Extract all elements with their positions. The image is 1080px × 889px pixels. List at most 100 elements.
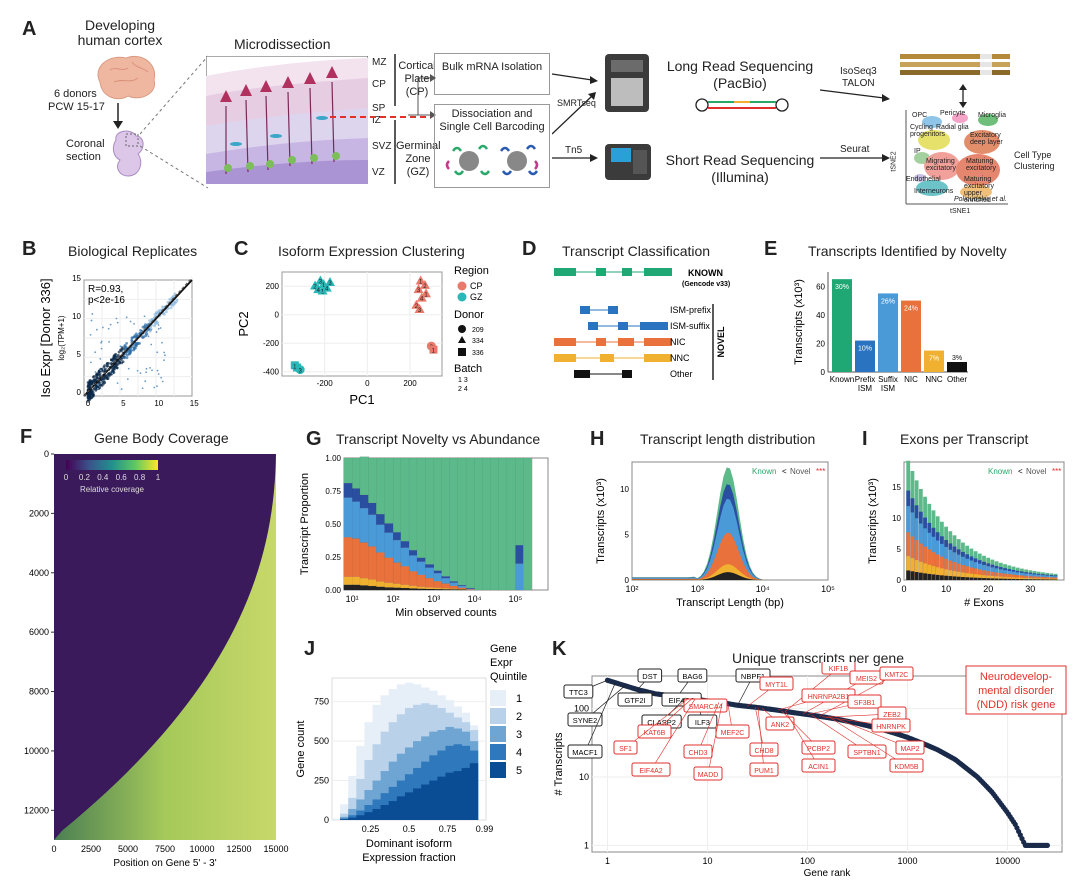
gene-label-box xyxy=(871,718,911,733)
point-batch-label: 1 xyxy=(424,292,428,298)
histogram-bar xyxy=(348,815,357,820)
cluster-maturing: Maturing excitatory xyxy=(966,158,996,172)
y-tick: 10000 xyxy=(24,746,49,756)
exon-block xyxy=(640,322,668,330)
gene-label-red: SF3B1 xyxy=(854,700,876,707)
gene-label-box xyxy=(895,740,925,755)
layer-iz: IZ xyxy=(372,115,381,126)
stacked-bar-segment xyxy=(441,578,451,584)
pacbio-read xyxy=(695,98,789,112)
legend-quintile: 2 xyxy=(516,711,522,723)
legend-swatch xyxy=(490,708,506,724)
exon-bar xyxy=(977,577,982,580)
exon-bar xyxy=(961,572,965,580)
gene-label-box xyxy=(801,758,836,773)
y-label: Transcripts (x10³) xyxy=(867,478,879,564)
illumina-machine xyxy=(605,144,651,180)
gene-label-red: SF1 xyxy=(619,746,632,753)
scatter-point xyxy=(90,381,94,385)
stacked-bar-segment xyxy=(408,549,419,556)
legend-lt: < xyxy=(1018,467,1023,476)
gene-leader-line xyxy=(697,702,720,753)
legend-swatch xyxy=(490,762,506,778)
stacked-bar-segment xyxy=(376,513,386,525)
stacked-bar-segment xyxy=(384,587,394,591)
gene-label-red: SMARCA4 xyxy=(689,704,723,711)
scatter-point xyxy=(157,327,160,330)
scatter-point xyxy=(125,316,128,319)
exon-bar xyxy=(1003,578,1007,580)
seq-arrows xyxy=(552,73,598,162)
point-batch-label: 1 xyxy=(322,283,326,289)
scatter-point xyxy=(90,391,94,395)
exon-bar xyxy=(1032,579,1037,580)
data-point xyxy=(414,304,425,314)
scatter-point xyxy=(92,379,96,383)
class-label: ISM-suffix xyxy=(670,321,710,331)
y-tick: 0 xyxy=(275,311,280,320)
scatter-point xyxy=(151,369,153,372)
stacked-bar-segment xyxy=(343,537,353,577)
scatter-point xyxy=(86,396,90,399)
seurat-label: Seurat xyxy=(840,144,870,155)
stacked-bar-segment xyxy=(425,457,435,565)
exon-bar xyxy=(918,543,923,580)
exon-bar xyxy=(977,574,982,580)
exon-bar xyxy=(906,570,911,580)
y-tick: 60 xyxy=(816,282,825,291)
x-label: Transcript Length (bp) xyxy=(676,597,784,609)
gene-label-box xyxy=(613,740,638,755)
exon-bar xyxy=(935,574,940,580)
cortex-title: Developing human cortex xyxy=(77,17,163,48)
gene-label-red: ACIN1 xyxy=(808,764,829,771)
x-tick: 10⁵ xyxy=(821,584,835,594)
y-tick: 0.25 xyxy=(325,553,341,562)
legend-swatch xyxy=(457,292,467,302)
scatter-point xyxy=(173,292,177,296)
scatter-point xyxy=(116,353,120,357)
y-tick: 0 xyxy=(44,449,49,459)
scatter-point xyxy=(119,345,122,348)
stacked-bar-segment xyxy=(449,457,460,582)
cluster-radial: Radial glia xyxy=(936,124,969,131)
scatter-point xyxy=(89,333,92,336)
bar-value-label: 7% xyxy=(929,356,939,363)
stacked-bar-segment xyxy=(465,457,476,589)
scatter-point xyxy=(116,382,119,385)
histogram-bar xyxy=(340,819,349,820)
scatter-point xyxy=(118,361,121,365)
scatter-point xyxy=(135,335,139,338)
cluster-microglia: Microglia xyxy=(978,112,1007,119)
x-tick: 10¹ xyxy=(346,594,359,604)
gene-label-box xyxy=(749,742,779,757)
exon-bar xyxy=(1045,578,1050,580)
legend-quintile: 5 xyxy=(516,765,522,777)
exon-bar xyxy=(1003,573,1007,580)
legend-swatch xyxy=(490,744,506,760)
y-tick: 250 xyxy=(314,776,329,786)
stacked-bar-segment xyxy=(384,523,394,533)
exon-bar xyxy=(939,575,944,580)
panel-e-label: E xyxy=(764,238,778,260)
data-point xyxy=(325,276,335,286)
scatter-point xyxy=(175,300,178,303)
x-tick: 1 xyxy=(605,856,610,866)
legend-known: Known xyxy=(752,467,776,476)
panel-h-label: H xyxy=(590,428,605,450)
arrow-down xyxy=(113,103,123,129)
gene-label-box xyxy=(847,744,887,759)
legend-tick: 0.6 xyxy=(116,473,128,482)
cortical-plate-label: Cortical Plate (CP) xyxy=(398,60,436,98)
exon-bar xyxy=(1032,578,1037,580)
scatter-point xyxy=(139,372,142,375)
scatter-point xyxy=(107,361,110,365)
donors-text: 6 donors xyxy=(54,88,97,100)
gene-label-red: HNRNPA2B1 xyxy=(808,694,850,701)
stacked-bar-segment xyxy=(359,577,370,586)
legend-swatch xyxy=(490,690,506,706)
coronal-text: Coronal section xyxy=(66,138,105,163)
exon-block xyxy=(622,370,632,378)
exon-bar xyxy=(927,549,932,580)
tsne-labels: OPC Pericyte Microglia Cycling progenito… xyxy=(906,110,1010,206)
data-point xyxy=(313,284,324,294)
